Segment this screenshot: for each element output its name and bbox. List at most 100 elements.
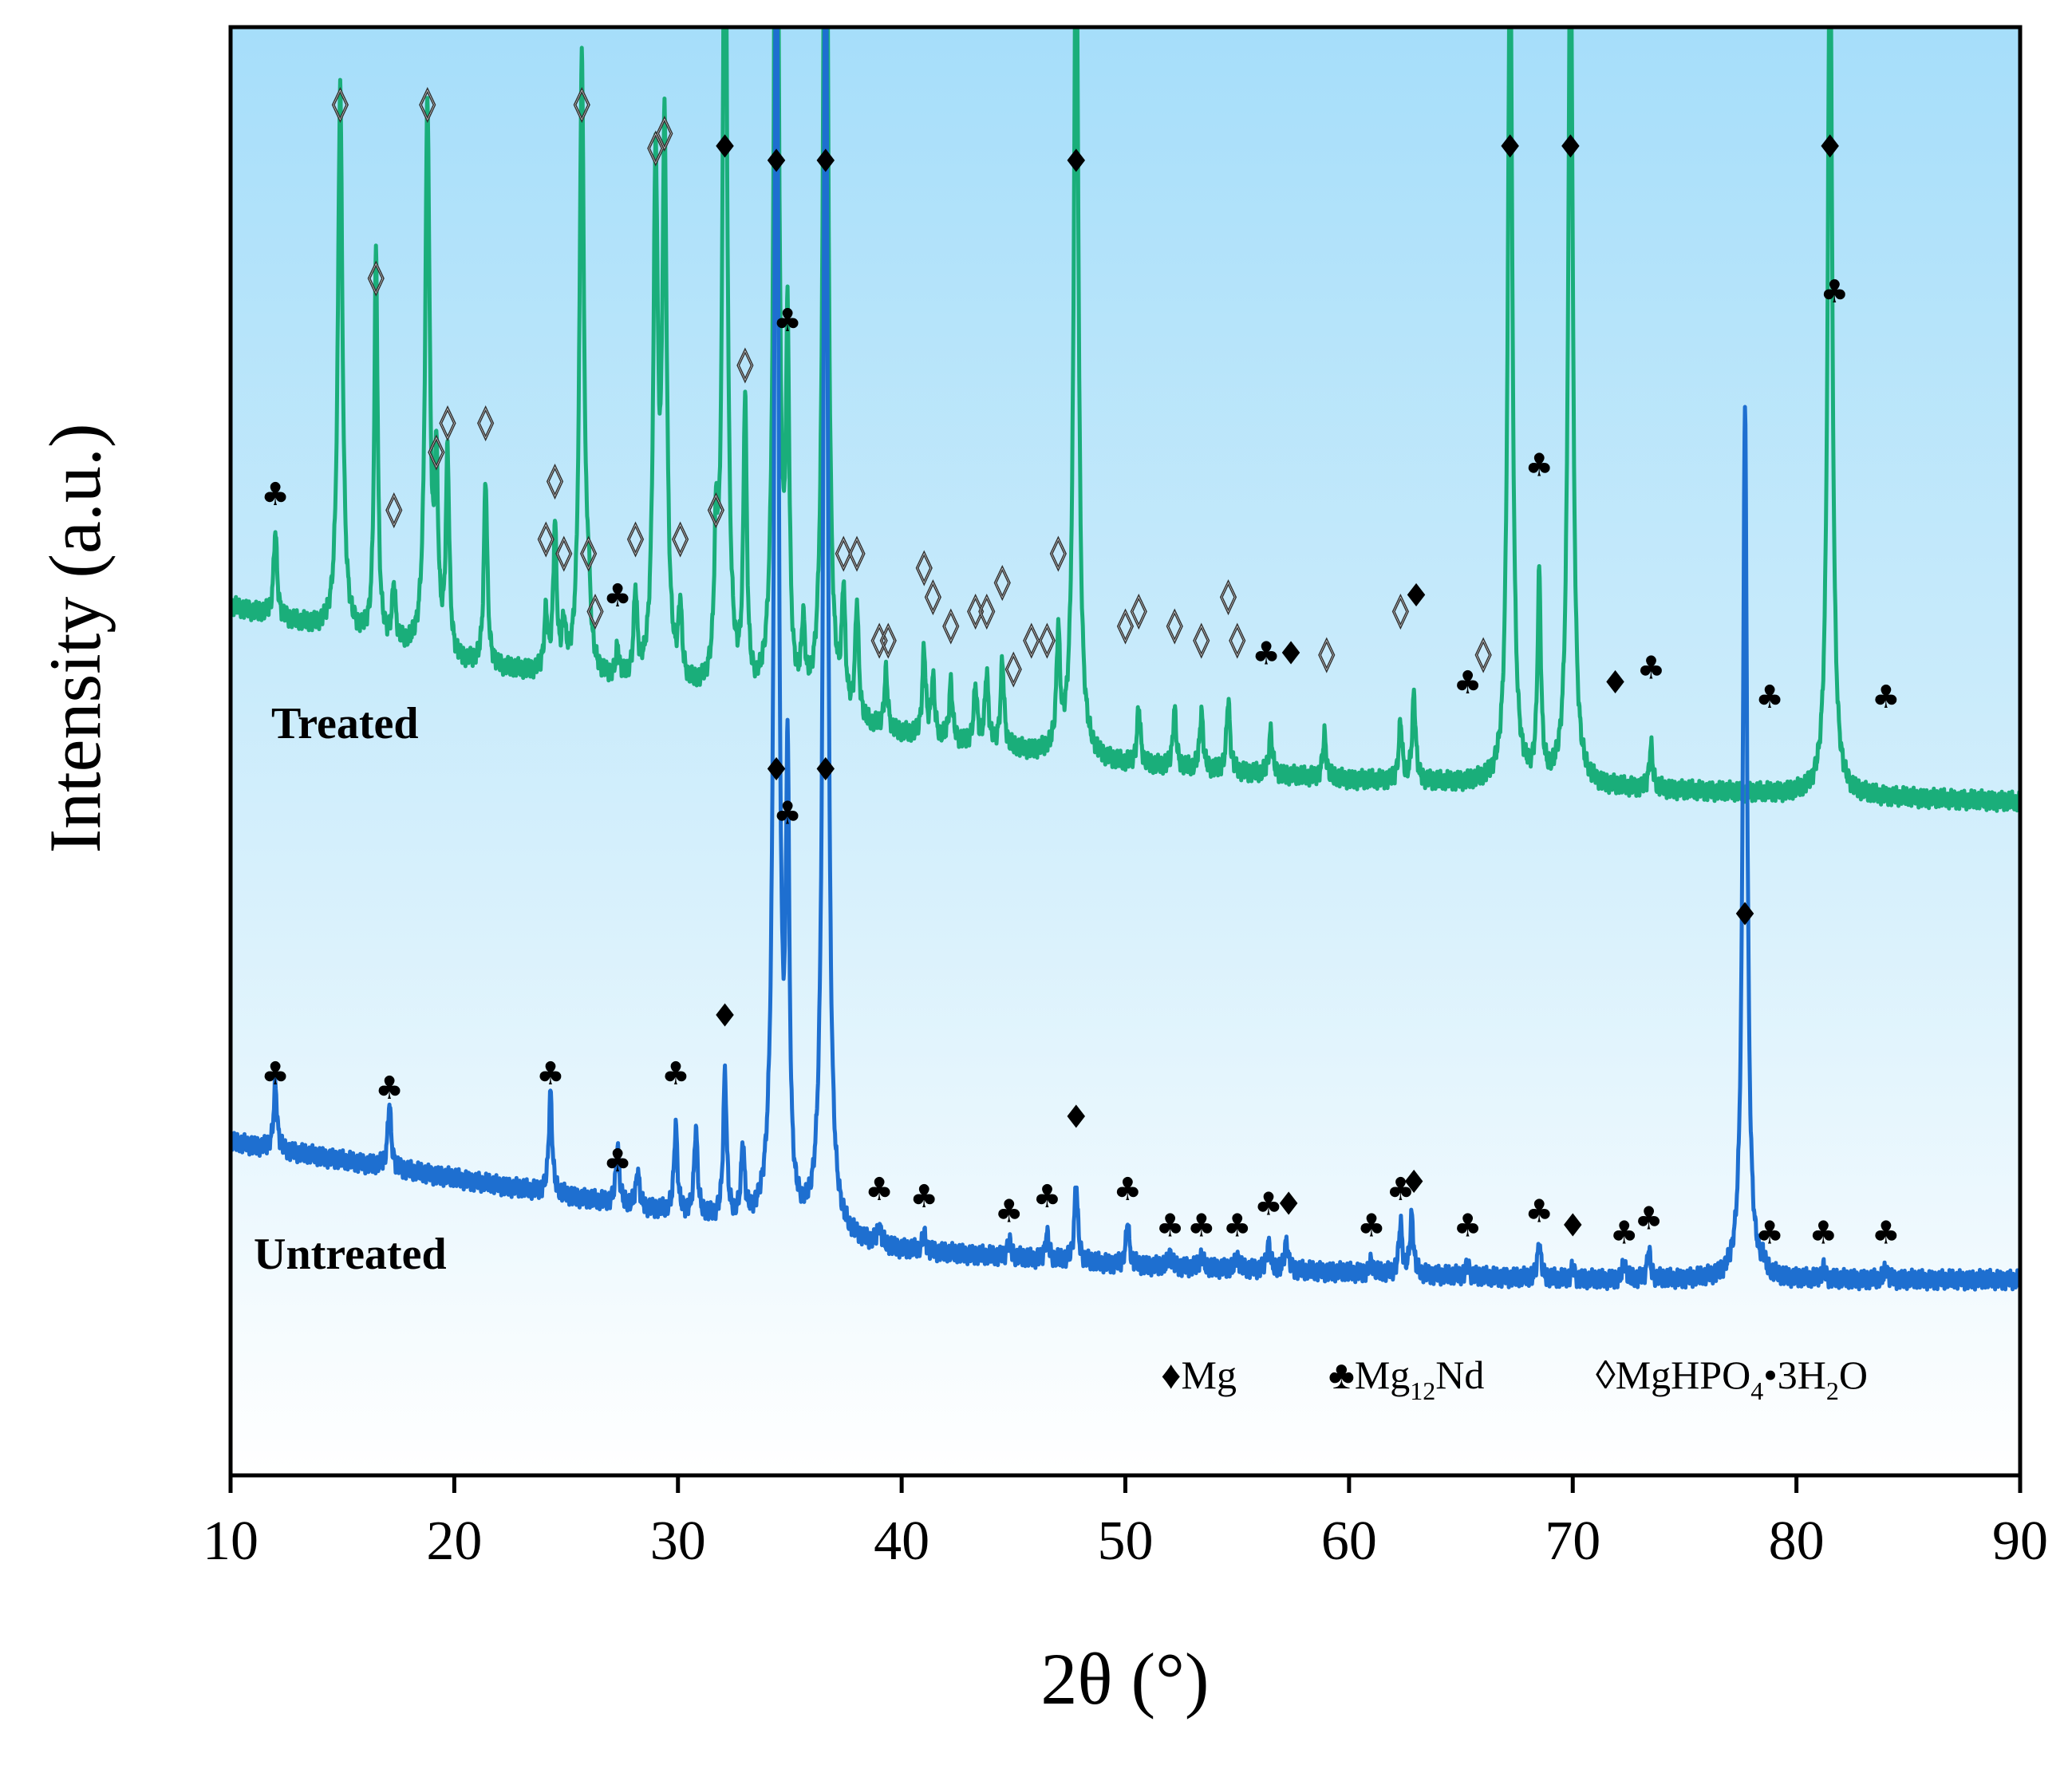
peak-marker-untreated: ♣ xyxy=(375,1070,404,1107)
series-label-untreated: Untreated xyxy=(254,1230,447,1279)
peak-marker-treated: ♣ xyxy=(1525,448,1553,484)
peak-marker-treated: ♦ xyxy=(1556,128,1585,165)
x-tick-label: 20 xyxy=(426,1510,482,1572)
peak-marker-untreated: ♦ xyxy=(811,752,840,788)
x-axis-title: 2θ (°) xyxy=(1040,1638,1209,1720)
peak-marker-untreated: ♣ xyxy=(536,1056,565,1092)
peak-marker-treated: ◊ xyxy=(849,535,865,571)
legend-mghpo4: ◊MgHPO4•3H2O xyxy=(1596,1352,1868,1405)
peak-marker-untreated: ♣ xyxy=(603,1143,632,1179)
legend-mg12nd-sub: 12 xyxy=(1410,1376,1435,1405)
peak-marker-treated: ♦ xyxy=(762,144,791,180)
peak-marker-treated: ◊ xyxy=(1229,622,1245,658)
peak-marker-treated: ◊ xyxy=(979,592,995,629)
peak-marker-treated: ♦ xyxy=(1062,144,1091,180)
legend: ♦Mg ♣Mg12Nd ◊MgHPO4•3H2O xyxy=(1161,1352,1868,1405)
peak-marker-untreated: ♦ xyxy=(1558,1208,1587,1245)
peak-marker-untreated: ♣ xyxy=(1454,1208,1482,1245)
peak-marker-treated: ◊ xyxy=(428,433,444,470)
peak-marker-treated: ♦ xyxy=(1402,578,1431,614)
peak-marker-untreated: ♣ xyxy=(1032,1179,1061,1215)
x-tick-label: 50 xyxy=(1098,1510,1154,1572)
peak-marker-treated: ♦ xyxy=(811,144,840,180)
peak-marker-treated: ◊ xyxy=(556,535,572,571)
peak-marker-untreated: ♣ xyxy=(1187,1208,1216,1245)
peak-marker-treated: ◊ xyxy=(1194,622,1210,658)
peak-marker-untreated: ♣ xyxy=(995,1193,1024,1230)
legend-mg: ♦Mg xyxy=(1161,1352,1237,1397)
peak-marker-treated: ◊ xyxy=(880,622,896,658)
x-tick-label: 10 xyxy=(203,1510,259,1572)
x-tick-label: 90 xyxy=(1992,1510,2048,1572)
peak-marker-treated: ♣ xyxy=(1755,679,1784,716)
peak-marker-untreated: ♦ xyxy=(1731,896,1759,933)
legend-mghpo4-sub1: 4 xyxy=(1750,1376,1763,1405)
peak-marker-treated: ◊ xyxy=(547,462,563,499)
peak-marker-treated: ♣ xyxy=(1252,636,1281,673)
peak-marker-treated: ◊ xyxy=(1393,592,1409,629)
legend-mg12nd-symbol: ♣ xyxy=(1328,1352,1355,1397)
peak-marker-untreated: ♦ xyxy=(1062,1099,1091,1135)
peak-marker-treated: ◊ xyxy=(1166,606,1182,643)
peak-marker-treated: ♣ xyxy=(1636,650,1665,687)
peak-marker-untreated: ♦ xyxy=(762,752,791,788)
peak-marker-treated: ◊ xyxy=(368,259,384,296)
peak-marker-treated: ◊ xyxy=(628,519,644,556)
peak-marker-treated: ◊ xyxy=(925,578,941,614)
peak-marker-treated: ♦ xyxy=(1601,665,1630,701)
peak-marker-treated: ◊ xyxy=(1051,535,1067,571)
peak-marker-treated: ◊ xyxy=(1475,636,1491,673)
peak-marker-untreated: ♦ xyxy=(1399,1164,1428,1201)
peak-marker-treated: ◊ xyxy=(1005,650,1021,687)
peak-marker-treated: ◊ xyxy=(1118,606,1134,643)
peak-marker-treated: ◊ xyxy=(1024,622,1040,658)
y-axis-title: Intensity (a.u.) xyxy=(34,423,116,853)
peak-marker-untreated: ♦ xyxy=(711,997,740,1034)
peak-marker-untreated: ♣ xyxy=(1525,1193,1553,1230)
legend-mg-label: Mg xyxy=(1182,1352,1237,1397)
series-label-treated: Treated xyxy=(271,699,419,748)
peak-marker-treated: ◊ xyxy=(673,519,689,556)
peak-marker-treated: ◊ xyxy=(581,535,597,571)
peak-marker-treated: ◊ xyxy=(968,592,984,629)
legend-mghpo4-sub2: 2 xyxy=(1826,1376,1839,1405)
peak-marker-treated: ◊ xyxy=(871,622,887,658)
peak-marker-untreated: ♣ xyxy=(1386,1171,1415,1208)
peak-marker-untreated: ♣ xyxy=(661,1056,690,1092)
peak-marker-untreated: ♣ xyxy=(1872,1215,1900,1252)
peak-marker-treated: ◊ xyxy=(657,114,673,151)
peak-marker-treated: ◊ xyxy=(440,404,456,440)
peak-marker-treated: ♣ xyxy=(603,578,632,614)
legend-mg12nd: ♣Mg12Nd xyxy=(1328,1352,1484,1405)
peak-marker-treated: ◊ xyxy=(574,85,590,122)
peak-marker-treated: ◊ xyxy=(420,85,436,122)
x-tick-label: 40 xyxy=(874,1510,929,1572)
peak-marker-untreated: ♣ xyxy=(1635,1201,1664,1238)
peak-marker-treated: ♣ xyxy=(1872,679,1900,716)
x-tick-label: 60 xyxy=(1321,1510,1377,1572)
peak-marker-untreated: ♣ xyxy=(1610,1215,1639,1252)
peak-marker-untreated: ♣ xyxy=(773,795,802,831)
peak-marker-untreated: ♣ xyxy=(1357,1208,1386,1245)
peak-marker-treated: ♦ xyxy=(1277,636,1305,673)
peak-marker-treated: ♦ xyxy=(1496,128,1525,165)
peak-marker-untreated: ♣ xyxy=(1254,1186,1283,1222)
legend-mghpo4-mid: •3H xyxy=(1763,1352,1826,1397)
legend-mghpo4-main: MgHPO xyxy=(1616,1352,1750,1397)
peak-marker-untreated: ♦ xyxy=(1274,1186,1303,1222)
peak-marker-treated: ◊ xyxy=(1319,636,1335,673)
legend-mghpo4-tail: O xyxy=(1839,1352,1868,1397)
peak-marker-untreated: ♣ xyxy=(1223,1208,1252,1245)
peak-marker-treated: ◊ xyxy=(835,535,851,571)
peak-marker-treated: ♣ xyxy=(1454,665,1482,701)
peak-marker-untreated: ♣ xyxy=(261,1056,290,1092)
peak-marker-treated: ◊ xyxy=(943,606,959,643)
peak-marker-treated: ♦ xyxy=(711,128,740,165)
legend-mg12nd-tail: Nd xyxy=(1435,1352,1484,1397)
peak-marker-treated: ◊ xyxy=(648,128,664,165)
peak-marker-untreated: ♣ xyxy=(1809,1215,1837,1252)
peak-marker-treated: ♣ xyxy=(773,302,802,339)
legend-mg-symbol: ♦ xyxy=(1161,1352,1182,1397)
peak-marker-untreated: ♣ xyxy=(1755,1215,1784,1252)
